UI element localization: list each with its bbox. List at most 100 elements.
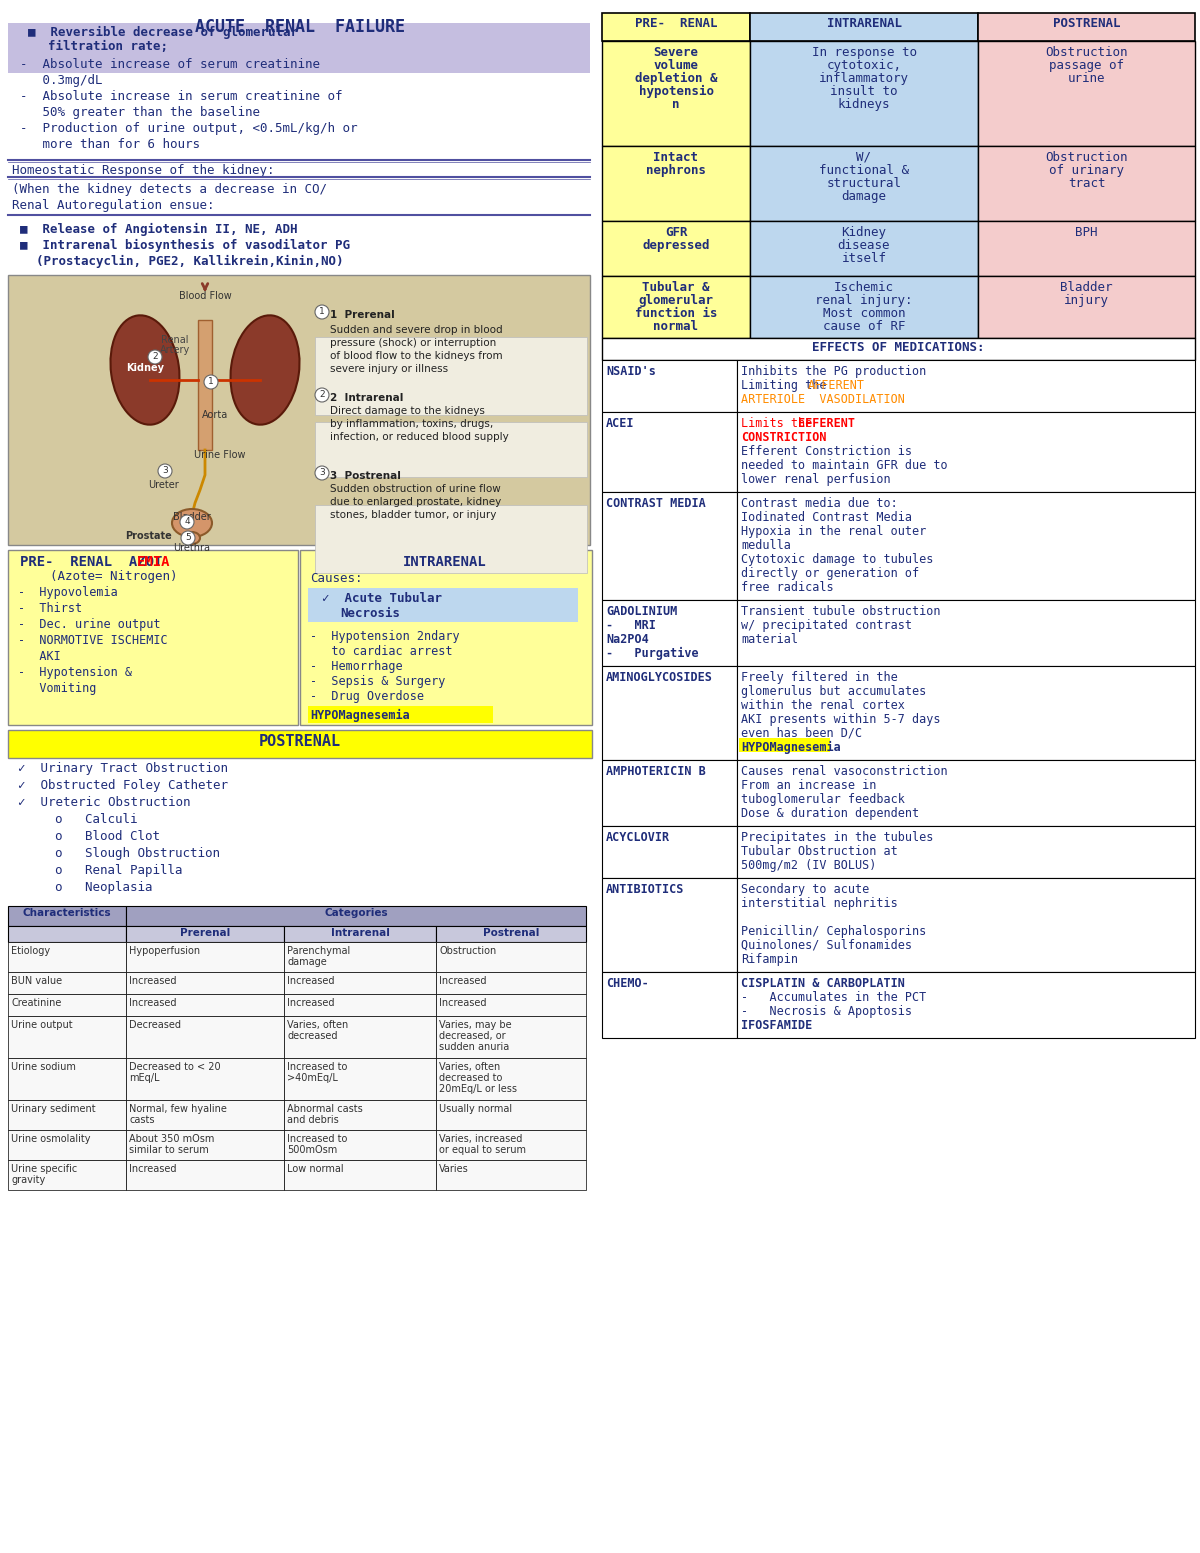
Text: volume: volume	[654, 59, 698, 71]
Text: ■  Reversible decrease of glomerular: ■ Reversible decrease of glomerular	[28, 26, 298, 39]
Text: inflammatory: inflammatory	[818, 71, 910, 85]
Text: Hypoxia in the renal outer: Hypoxia in the renal outer	[742, 525, 926, 537]
Bar	[314, 337, 587, 415]
Text: Necrosis: Necrosis	[340, 607, 400, 620]
Bar	[978, 221, 1195, 276]
Bar	[978, 12, 1195, 40]
Text: Inhibits the PG production: Inhibits the PG production	[742, 365, 926, 377]
Text: stones, bladder tumor, or injury: stones, bladder tumor, or injury	[330, 509, 497, 520]
Text: Renal Autoregulation ensue:: Renal Autoregulation ensue:	[12, 199, 215, 213]
Bar	[750, 146, 978, 221]
Text: Tubular &: Tubular &	[642, 281, 709, 294]
Text: Ischemic: Ischemic	[834, 281, 894, 294]
Text: hypotensio: hypotensio	[638, 85, 714, 98]
Text: 2: 2	[319, 390, 325, 399]
Text: Intact: Intact	[654, 151, 698, 165]
Bar	[978, 40, 1195, 146]
Bar	[436, 1100, 586, 1131]
Text: Efferent Constriction is: Efferent Constriction is	[742, 446, 912, 458]
Bar	[602, 40, 750, 146]
Text: Usually normal: Usually normal	[439, 1104, 512, 1114]
Text: Increased to: Increased to	[287, 1062, 347, 1072]
Text: (Azote= Nitrogen): (Azote= Nitrogen)	[50, 570, 178, 582]
Text: Bladder: Bladder	[173, 512, 211, 522]
Bar	[737, 492, 1195, 599]
Text: -  Absolute increase of serum creatinine: - Absolute increase of serum creatinine	[20, 57, 320, 71]
Text: passage of: passage of	[1049, 59, 1124, 71]
Bar	[284, 1058, 436, 1100]
Text: filtration rate;: filtration rate;	[48, 40, 168, 53]
Text: AKI presents within 5-7 days: AKI presents within 5-7 days	[742, 713, 941, 725]
Text: disease: disease	[838, 239, 890, 252]
Text: Limits the: Limits the	[742, 418, 820, 430]
Text: 5: 5	[185, 533, 191, 542]
Text: (When the kidney detects a decrease in CO/: (When the kidney detects a decrease in C…	[12, 183, 326, 196]
Text: Urine sodium: Urine sodium	[11, 1062, 76, 1072]
Text: Parenchymal: Parenchymal	[287, 946, 350, 957]
Bar	[8, 550, 298, 725]
Text: Varies: Varies	[439, 1165, 469, 1174]
Text: Secondary to acute: Secondary to acute	[742, 884, 869, 896]
Text: more than for 6 hours: more than for 6 hours	[20, 138, 200, 151]
Text: Urine specific: Urine specific	[11, 1165, 77, 1174]
Text: Urine Flow: Urine Flow	[194, 450, 246, 460]
Text: within the renal cortex: within the renal cortex	[742, 699, 905, 711]
Bar	[602, 492, 737, 599]
Circle shape	[158, 464, 172, 478]
Text: BUN value: BUN value	[11, 975, 62, 986]
Text: infection, or reduced blood supply: infection, or reduced blood supply	[330, 432, 509, 443]
Text: Transient tubule obstruction: Transient tubule obstruction	[742, 606, 941, 618]
Text: Increased: Increased	[287, 999, 335, 1008]
Bar	[284, 972, 436, 994]
Bar	[314, 422, 587, 477]
Text: of urinary: of urinary	[1049, 165, 1124, 177]
Text: 3: 3	[319, 467, 325, 477]
Text: Varies, often: Varies, often	[439, 1062, 500, 1072]
Bar	[8, 905, 126, 926]
Text: Varies, may be: Varies, may be	[439, 1020, 511, 1030]
Bar	[602, 360, 737, 412]
Text: NSAID's: NSAID's	[606, 365, 656, 377]
Text: Obstruction: Obstruction	[439, 946, 497, 957]
Text: directly or generation of: directly or generation of	[742, 567, 919, 579]
Text: Decreased: Decreased	[130, 1020, 181, 1030]
Bar	[737, 360, 1195, 412]
Bar	[737, 972, 1195, 1037]
Bar	[602, 666, 737, 759]
Text: decreased, or: decreased, or	[439, 1031, 505, 1041]
Text: -  Hypotension 2ndary: - Hypotension 2ndary	[310, 631, 460, 643]
Text: Urethra: Urethra	[174, 544, 210, 553]
Bar	[8, 1100, 126, 1131]
Text: -  Hypotension &: - Hypotension &	[18, 666, 132, 679]
Text: lower renal perfusion: lower renal perfusion	[742, 474, 890, 486]
Bar	[602, 599, 737, 666]
Bar	[602, 221, 750, 276]
Text: Increased to: Increased to	[287, 1134, 347, 1145]
Bar	[602, 339, 1195, 360]
Bar	[284, 1160, 436, 1190]
Text: Cytotoxic damage to tubules: Cytotoxic damage to tubules	[742, 553, 934, 565]
Text: -  Sepsis & Surgery: - Sepsis & Surgery	[310, 676, 445, 688]
Text: Penicillin/ Cephalosporins: Penicillin/ Cephalosporins	[742, 926, 926, 938]
Text: pressure (shock) or interruption: pressure (shock) or interruption	[330, 339, 497, 348]
Text: From an increase in: From an increase in	[742, 780, 876, 792]
Bar	[436, 972, 586, 994]
Text: 1: 1	[319, 307, 325, 315]
Text: Low normal: Low normal	[287, 1165, 343, 1174]
Text: kidneys: kidneys	[838, 98, 890, 110]
Text: PRE-  RENAL: PRE- RENAL	[635, 17, 718, 30]
Text: w/ precipitated contrast: w/ precipitated contrast	[742, 620, 912, 632]
Bar	[126, 926, 284, 943]
Text: depletion &: depletion &	[635, 71, 718, 85]
Text: Intrarenal: Intrarenal	[330, 929, 390, 938]
Text: -  Thirst: - Thirst	[18, 603, 82, 615]
Bar	[8, 1016, 126, 1058]
Text: free radicals: free radicals	[742, 581, 834, 593]
Text: needed to maintain GFR due to: needed to maintain GFR due to	[742, 460, 948, 472]
Text: injury: injury	[1064, 294, 1109, 307]
Text: Increased: Increased	[130, 999, 176, 1008]
Text: Urine osmolality: Urine osmolality	[11, 1134, 90, 1145]
Bar	[602, 412, 737, 492]
Text: CHEMO-: CHEMO-	[606, 977, 649, 989]
Text: Kidney: Kidney	[841, 227, 887, 239]
